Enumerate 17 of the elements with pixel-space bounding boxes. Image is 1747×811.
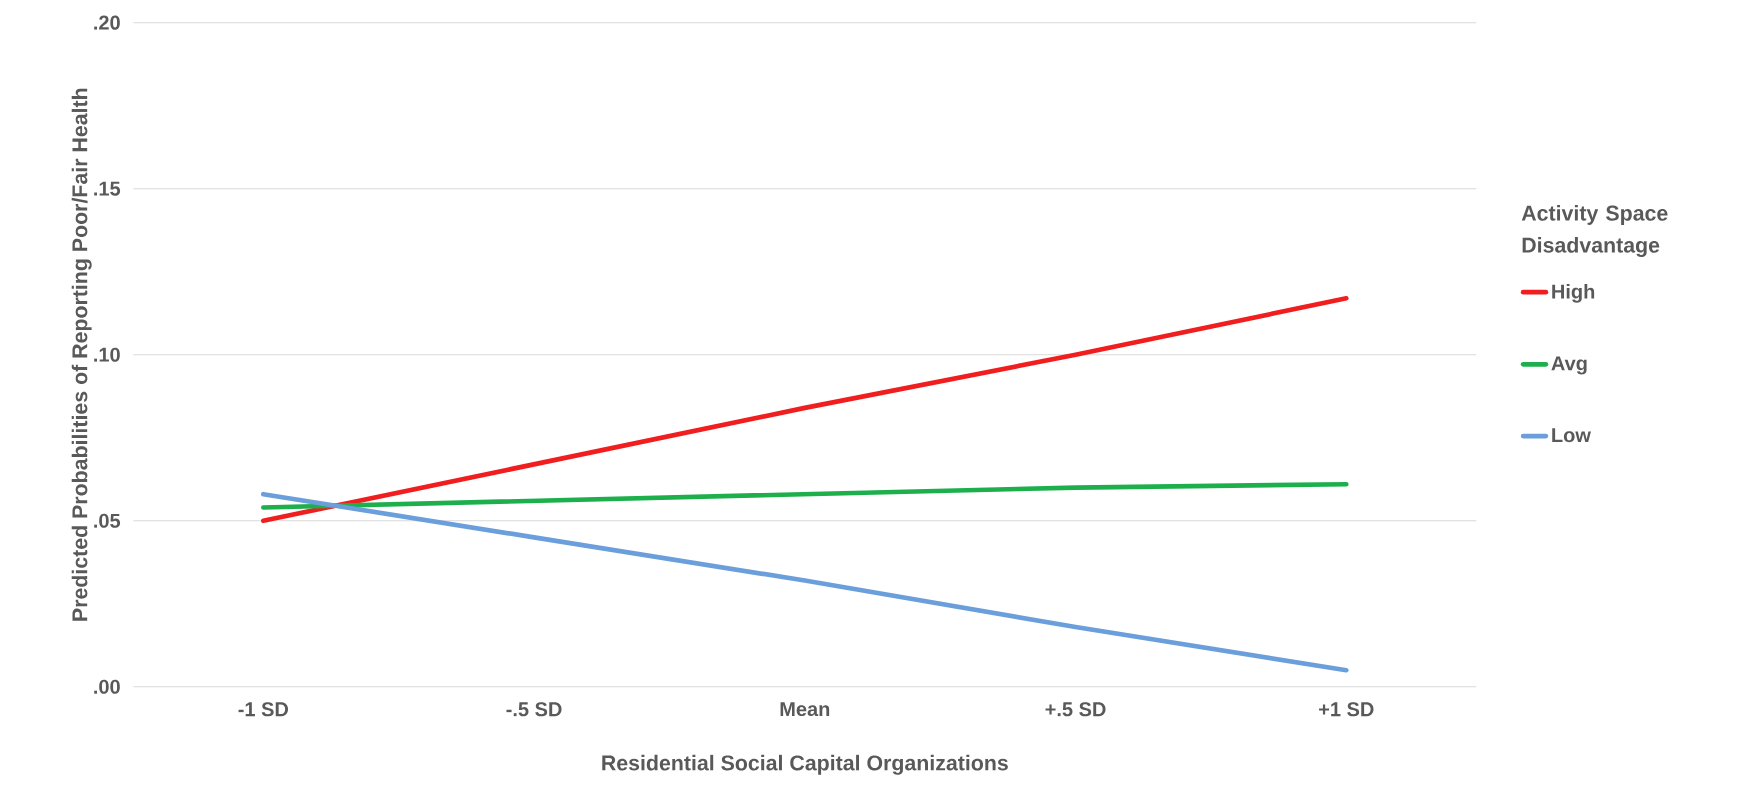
y-tick-label: .00 — [94, 679, 120, 694]
y-tick-label: .05 — [94, 513, 121, 528]
x-tick-label: Mean — [780, 702, 830, 717]
y-tick-label: .15 — [94, 181, 121, 196]
x-tick-label: +.5 SD — [1045, 702, 1106, 717]
legend-title: Activity Space Disadvantage — [1521, 205, 1668, 258]
legend-label: Low — [1552, 428, 1591, 443]
y-tick-label: .10 — [94, 347, 120, 362]
legend-label: High — [1552, 284, 1595, 303]
y-tick-label: .20 — [94, 15, 120, 30]
x-tick-label: -.5 SD — [506, 702, 562, 717]
line-series — [260, 491, 1349, 673]
legend-label: Avg — [1551, 356, 1587, 375]
x-tick-label: +1 SD — [1319, 702, 1374, 717]
x-tick-label: -1 SD — [238, 702, 289, 717]
y-axis-title: Predicted Probabilities of Reporting Poor/Fair Health — [71, 88, 92, 621]
x-axis-title: Residential Social Capital Organizations — [602, 754, 1008, 775]
